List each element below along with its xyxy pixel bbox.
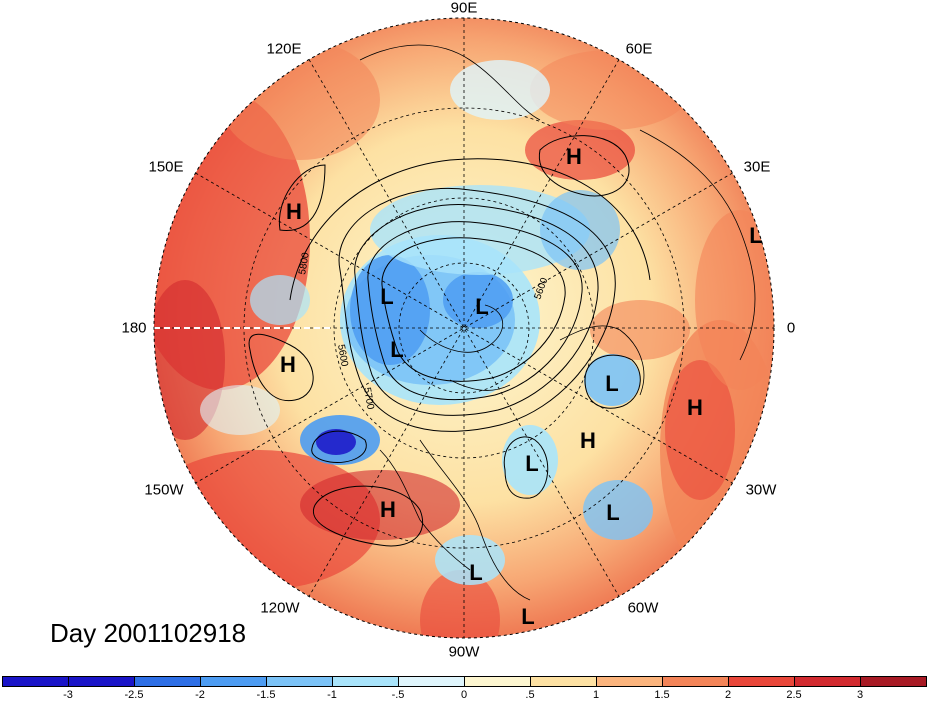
colorbar-tick-label: 3 xyxy=(856,689,864,701)
colorbar-swatch xyxy=(398,676,465,687)
high-center: H xyxy=(687,395,703,420)
height-contours xyxy=(248,135,651,547)
colorbar-tick-label: -2 xyxy=(195,689,205,701)
contour-label-group: 5800 5600 5700 5600 xyxy=(297,251,550,411)
colorbar-swatch xyxy=(134,676,201,687)
colorbar-tick-label: 2.5 xyxy=(786,689,802,701)
colorbar-tick-label: -.5 xyxy=(391,689,405,701)
colorbar-tick-label: 1 xyxy=(592,689,600,701)
low-center: L xyxy=(380,284,393,309)
longitude-label-30w: 30W xyxy=(745,481,777,499)
longitude-label-60w: 60W xyxy=(627,599,659,617)
longitude-label-30e: 30E xyxy=(743,158,771,176)
colorbar-swatch xyxy=(662,676,729,687)
colorbar-tick-label: 2 xyxy=(724,689,732,701)
colorbar-swatch xyxy=(2,676,69,687)
colorbar-swatch xyxy=(728,676,795,687)
colorbar-tick-label: .5 xyxy=(525,689,535,701)
low-center: L xyxy=(475,294,488,319)
low-center: L xyxy=(469,560,482,585)
low-center: L xyxy=(606,500,619,525)
polar-map: 5800 5600 5700 5600 H H H L L L L H L H … xyxy=(153,17,775,639)
low-center: L xyxy=(525,451,538,476)
longitude-label-0: 0 xyxy=(786,319,796,337)
colorbar-tick-label: -1.5 xyxy=(256,689,276,701)
high-center: H xyxy=(566,144,582,169)
map-title: Day 2001102918 xyxy=(50,618,247,648)
colorbar-tick-label: -1 xyxy=(327,689,337,701)
high-center: H xyxy=(580,428,596,453)
colorbar-swatch xyxy=(68,676,135,687)
low-center: L xyxy=(390,337,403,362)
colorbar-swatch xyxy=(464,676,531,687)
longitude-label-150e: 150E xyxy=(148,158,184,176)
colorbar-tick-label: -2.5 xyxy=(124,689,144,701)
colorbar-swatch xyxy=(596,676,663,687)
longitude-label-180: 180 xyxy=(121,319,147,337)
longitude-label-150w: 150W xyxy=(144,481,184,499)
map-border xyxy=(153,17,775,639)
colorbar: -3 -2.5 -2 -1.5 -1 -.5 0 .5 1 1.5 2 2.5 3 xyxy=(0,676,928,702)
longitude-label-90e: 90E xyxy=(450,0,478,17)
colorbar-swatch xyxy=(266,676,333,687)
contour-label: 5800 xyxy=(297,251,312,275)
longitude-label-120e: 120E xyxy=(266,40,302,58)
colorbar-tick-label: 0 xyxy=(460,689,468,701)
colorbar-tick-label: -3 xyxy=(63,689,73,701)
longitude-label-120w: 120W xyxy=(260,599,300,617)
colorbar-tick-label: 1.5 xyxy=(654,689,670,701)
high-center: H xyxy=(286,199,302,224)
colorbar-swatch xyxy=(332,676,399,687)
colorbar-swatch xyxy=(530,676,597,687)
longitude-label-60e: 60E xyxy=(625,40,653,58)
pressure-centers: H H H L L L L H L H L L H L L xyxy=(280,144,763,629)
low-center: L xyxy=(521,604,534,629)
contour-label: 5700 xyxy=(361,387,376,411)
colorbar-swatch xyxy=(860,676,927,687)
colorbar-swatch xyxy=(200,676,267,687)
anomaly-field xyxy=(154,18,774,638)
coastlines xyxy=(359,44,756,601)
low-center: L xyxy=(605,371,618,396)
high-center: H xyxy=(380,497,396,522)
colorbar-swatch xyxy=(794,676,861,687)
contour-label: 5600 xyxy=(335,344,350,368)
high-center: H xyxy=(280,352,296,377)
longitude-label-90w: 90W xyxy=(448,643,480,661)
low-center: L xyxy=(749,223,762,248)
